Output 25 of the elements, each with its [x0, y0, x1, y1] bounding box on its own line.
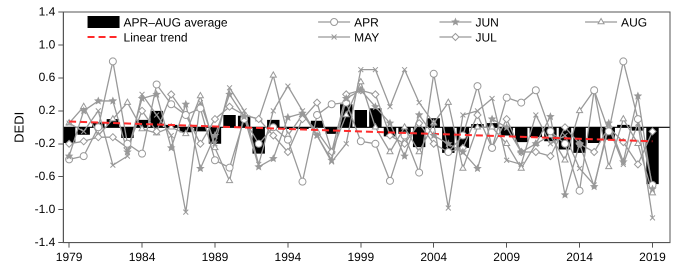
- legend-label: JUN: [475, 15, 499, 30]
- x-tick-label: 1984: [128, 250, 156, 264]
- y-tick-label: 0.2: [38, 103, 56, 118]
- x-tick-label: 2004: [420, 250, 448, 264]
- x-tick-label: 2014: [566, 250, 594, 264]
- x-tick-label: 1994: [274, 250, 302, 264]
- y-tick-label: 0.6: [38, 70, 56, 84]
- y-tick-label: -0.6: [34, 169, 56, 184]
- y-tick-label: -1.4: [34, 234, 56, 249]
- legend-label: Linear trend: [124, 30, 188, 44]
- y-axis-title: DEDI: [11, 112, 26, 143]
- legend-label: AUG: [621, 15, 648, 30]
- legend-label: JUL: [475, 30, 498, 44]
- x-tick-label: 1989: [202, 250, 229, 264]
- x-tick-label: 1999: [347, 250, 374, 264]
- x-tick-label: 2009: [493, 250, 520, 264]
- y-tick-label: 1.0: [38, 37, 56, 52]
- y-tick-label: -1.0: [34, 202, 56, 216]
- legend-label: APR: [354, 15, 380, 30]
- x-tick-label: 1979: [56, 250, 83, 264]
- legend-label: MAY: [354, 30, 380, 44]
- y-tick-label: 1.4: [38, 4, 56, 18]
- y-tick-label: -0.2: [34, 136, 56, 150]
- legend-label: APR–AUG average: [124, 15, 228, 30]
- x-tick-label: 2019: [639, 250, 666, 264]
